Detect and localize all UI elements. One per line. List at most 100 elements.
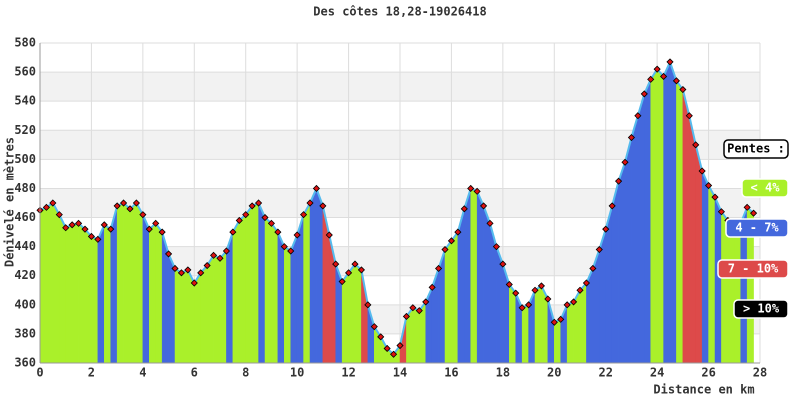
slope-segment	[644, 79, 651, 364]
slope-segment	[78, 222, 86, 364]
point-marker	[81, 225, 89, 233]
slope-segment	[251, 202, 259, 364]
point-marker	[113, 202, 121, 210]
point-marker	[512, 289, 520, 297]
slope-segment	[245, 205, 253, 364]
legend-label: > 10%	[743, 302, 780, 316]
point-marker	[55, 211, 63, 219]
slope-segment	[239, 214, 246, 364]
point-marker	[505, 280, 513, 289]
point-marker	[203, 261, 211, 270]
point-marker	[390, 350, 398, 358]
y-tick-label: 480	[14, 181, 36, 195]
y-tick-label: 360	[14, 356, 36, 370]
legend-swatch	[733, 299, 789, 319]
x-tick-label: 2	[88, 366, 95, 380]
point-marker	[492, 243, 500, 251]
y-tick-label: 380	[14, 326, 36, 340]
point-marker	[480, 202, 488, 210]
point-marker	[235, 216, 243, 225]
point-marker	[100, 221, 108, 229]
point-marker	[531, 286, 539, 294]
point-marker	[627, 133, 635, 142]
point-marker	[229, 228, 237, 236]
slope-segment	[444, 240, 452, 364]
slope-segment	[258, 202, 266, 364]
point-marker	[666, 58, 674, 66]
point-marker	[467, 184, 475, 193]
y-tick-label: 420	[14, 268, 36, 282]
point-marker	[576, 286, 584, 294]
x-tick-label: 8	[242, 366, 249, 380]
point-marker	[377, 333, 385, 341]
point-marker	[415, 307, 423, 315]
point-marker	[447, 237, 455, 245]
point-marker	[705, 181, 713, 190]
point-marker	[653, 65, 661, 73]
slope-segment	[689, 115, 696, 364]
point-marker	[518, 304, 526, 312]
slope-segment	[303, 202, 311, 364]
point-marker	[306, 199, 314, 207]
slope-segment	[676, 80, 684, 364]
point-marker	[589, 264, 597, 273]
point-marker	[94, 235, 102, 243]
point-marker	[132, 199, 140, 207]
x-tick-label: 12	[341, 366, 355, 380]
point-marker	[261, 213, 269, 222]
point-marker	[190, 279, 198, 287]
point-marker	[351, 260, 359, 268]
point-marker	[595, 245, 603, 254]
slope-segment	[142, 214, 150, 364]
x-tick-label: 26	[701, 366, 715, 380]
slope-segment	[734, 223, 741, 364]
point-marker	[165, 250, 173, 258]
slope-segment	[155, 222, 163, 364]
slope-segment	[264, 216, 272, 364]
x-tick-label: 22	[598, 366, 612, 380]
point-marker	[563, 301, 571, 309]
point-marker	[287, 247, 295, 255]
point-marker	[570, 298, 578, 306]
point-marker	[383, 344, 391, 353]
y-tick-label: 580	[14, 36, 36, 50]
point-marker	[608, 202, 616, 210]
slope-segment	[637, 93, 645, 364]
point-marker	[75, 219, 83, 227]
slope-segment	[149, 222, 156, 364]
slope-segment	[181, 269, 189, 364]
x-tick-label: 6	[191, 366, 198, 380]
legend-swatch	[725, 218, 789, 238]
y-tick-label: 560	[14, 65, 36, 79]
point-marker	[640, 90, 648, 98]
slope-segment	[354, 263, 362, 364]
slope-segment	[701, 170, 709, 364]
point-marker	[325, 231, 333, 239]
slope-segment	[71, 223, 79, 364]
point-marker	[242, 211, 250, 219]
point-marker	[139, 211, 147, 219]
slope-segment	[59, 214, 66, 364]
slope-segment	[206, 254, 214, 364]
point-marker	[357, 266, 365, 274]
y-tick-label: 500	[14, 152, 36, 166]
slope-segment	[104, 224, 111, 364]
point-marker	[267, 219, 275, 227]
point-marker	[312, 184, 320, 193]
slope-segment	[309, 188, 317, 364]
point-marker	[698, 167, 706, 175]
slope-segment	[290, 234, 298, 364]
point-marker	[647, 75, 655, 83]
point-marker	[280, 243, 288, 251]
point-marker	[711, 193, 719, 201]
point-marker	[685, 112, 693, 120]
legend: Pentes : < 4% 4 - 7% 7 - 10% > 10%	[717, 139, 789, 319]
point-marker	[300, 211, 308, 219]
slope-segment	[624, 137, 632, 364]
point-marker	[145, 225, 153, 233]
point-marker	[68, 221, 76, 229]
legend-label: 7 - 10%	[728, 262, 779, 276]
point-marker	[158, 228, 166, 236]
slope-segment	[136, 202, 144, 364]
x-tick-label: 4	[139, 366, 146, 380]
